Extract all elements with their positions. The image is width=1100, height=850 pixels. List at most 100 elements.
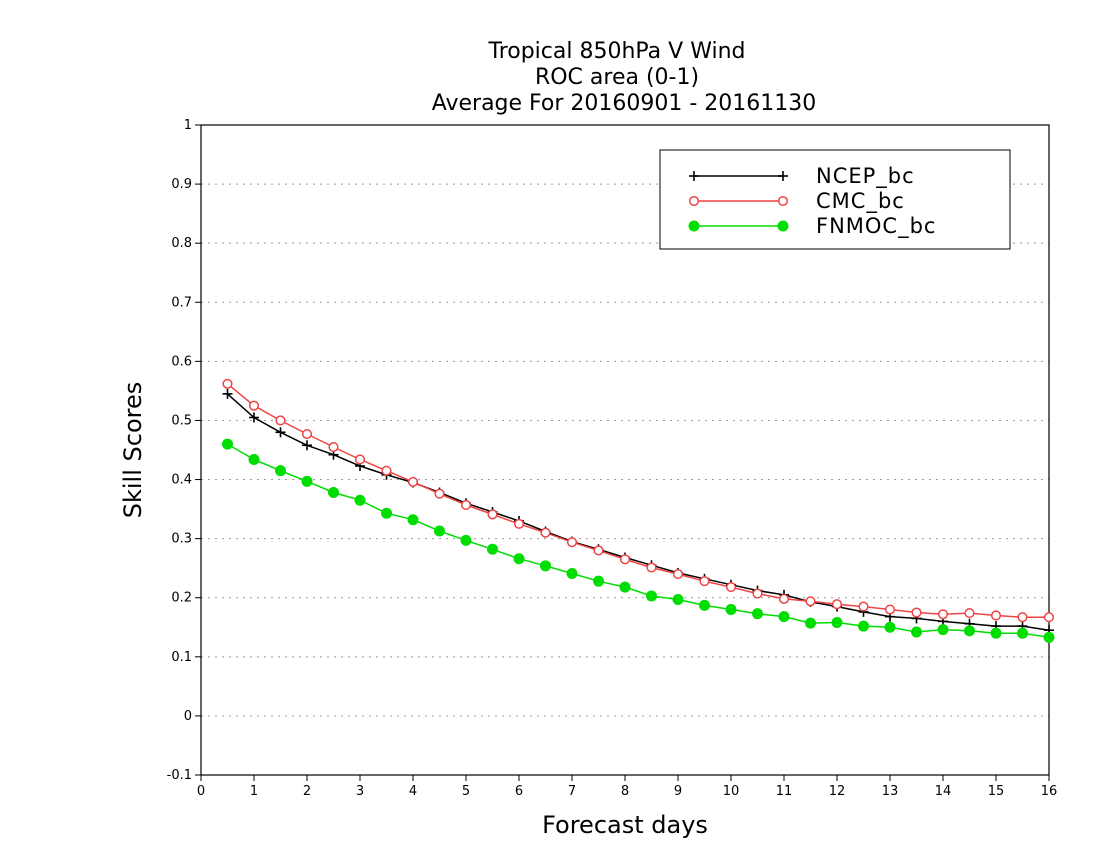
x-tick-label: 4 <box>409 784 417 799</box>
data-point-ncep-bc <box>249 412 259 423</box>
data-point-fnmoc-bc <box>778 611 790 623</box>
legend-marker <box>688 220 700 232</box>
legend-item-fnmoc-bc: FNMOC_bc <box>688 214 936 239</box>
y-tick-label: 0.8 <box>171 236 192 251</box>
data-point-fnmoc-bc <box>248 453 260 465</box>
data-point-fnmoc-bc <box>619 581 631 593</box>
data-point-cmc-bc <box>699 576 710 587</box>
data-point-fnmoc-bc <box>407 514 419 526</box>
x-tick-label: 5 <box>462 784 470 799</box>
x-tick-label: 14 <box>935 784 952 799</box>
data-point-cmc-bc <box>381 465 392 476</box>
y-tick-label: 0.1 <box>171 650 192 665</box>
data-point-cmc-bc <box>593 545 604 556</box>
data-point-ncep-bc <box>275 427 286 438</box>
x-tick-label: 1 <box>250 784 258 799</box>
y-tick-label: -0.1 <box>167 768 192 783</box>
series-line-fnmoc-bc <box>227 443 1050 639</box>
data-point-cmc-bc <box>513 518 525 529</box>
x-tick-label: 7 <box>568 784 576 799</box>
data-point-cmc-bc <box>990 610 1002 621</box>
data-point-ncep-bc <box>302 440 312 451</box>
data-point-cmc-bc <box>1017 612 1028 623</box>
data-point-fnmoc-bc <box>884 621 896 633</box>
legend-marker <box>777 195 789 207</box>
series-line-ncep-bc <box>227 393 1050 631</box>
data-point-ncep-bc <box>222 388 233 399</box>
x-tick-label: 15 <box>988 784 1005 799</box>
y-tick-label: 0.7 <box>171 295 192 310</box>
data-point-fnmoc-bc <box>831 617 843 629</box>
legend-marker <box>689 171 699 181</box>
data-point-fnmoc-bc <box>1017 627 1028 639</box>
data-point-fnmoc-bc <box>646 590 657 602</box>
series-group <box>222 378 1055 643</box>
x-tick-label: 10 <box>723 784 740 799</box>
data-point-cmc-bc <box>911 607 922 618</box>
data-point-fnmoc-bc <box>1043 631 1055 643</box>
legend-label-fnmoc-bc: FNMOC_bc <box>816 214 936 239</box>
data-point-fnmoc-bc <box>725 604 737 616</box>
legend-marker <box>777 220 789 232</box>
data-point-fnmoc-bc <box>805 617 816 629</box>
legend-box <box>659 149 1011 250</box>
legend-item-cmc-bc: CMC_bc <box>688 189 905 214</box>
data-point-fnmoc-bc <box>990 627 1002 639</box>
series-cmc-bc <box>222 378 1055 623</box>
data-point-fnmoc-bc <box>275 465 286 477</box>
data-point-fnmoc-bc <box>964 625 975 637</box>
data-point-cmc-bc <box>646 562 657 573</box>
data-point-fnmoc-bc <box>434 525 445 537</box>
gridlines <box>201 183 1049 717</box>
legend-label-ncep-bc: NCEP_bc <box>816 164 915 189</box>
series-ncep-bc <box>222 388 1054 636</box>
x-tick-label: 16 <box>1041 784 1058 799</box>
x-tick-label: 0 <box>197 784 205 799</box>
y-tick-label: 1 <box>184 118 192 133</box>
data-point-cmc-bc <box>407 476 419 487</box>
chart-title-block: Tropical 850hPa V Wind ROC area (0-1) Av… <box>432 39 817 116</box>
data-point-fnmoc-bc <box>566 568 578 579</box>
y-axis-label: Skill Scores <box>119 382 147 519</box>
legend-marker <box>688 195 700 207</box>
data-point-fnmoc-bc <box>460 534 472 546</box>
chart-title-line-1: Tropical 850hPa V Wind <box>487 39 745 64</box>
data-point-fnmoc-bc <box>328 487 339 499</box>
legend-item-ncep-bc: NCEP_bc <box>689 164 915 189</box>
data-point-cmc-bc <box>460 499 472 511</box>
data-point-cmc-bc <box>434 488 445 499</box>
data-point-fnmoc-bc <box>593 575 604 587</box>
x-axis-ticks: 0 1 2 3 4 5 6 7 8 9 10 11 12 13 14 15 16 <box>197 775 1057 799</box>
chart-title-line-2: ROC area (0-1) <box>535 65 699 90</box>
data-point-cmc-bc <box>672 569 684 580</box>
y-tick-label: 0.5 <box>171 413 192 428</box>
data-point-cmc-bc <box>831 599 843 610</box>
data-point-cmc-bc <box>275 415 286 426</box>
data-point-cmc-bc <box>328 441 339 453</box>
data-point-cmc-bc <box>937 609 949 620</box>
x-tick-label: 12 <box>829 784 846 799</box>
legend-label-cmc-bc: CMC_bc <box>816 189 905 214</box>
chart-title-line-3: Average For 20160901 - 20161130 <box>432 91 817 116</box>
data-point-fnmoc-bc <box>911 626 922 638</box>
x-tick-label: 9 <box>674 784 682 799</box>
data-point-fnmoc-bc <box>381 507 392 519</box>
data-point-cmc-bc <box>805 596 816 607</box>
data-point-cmc-bc <box>222 378 233 389</box>
data-point-fnmoc-bc <box>699 599 710 611</box>
data-point-fnmoc-bc <box>487 543 498 555</box>
y-axis-ticks: -0.1 0 0.1 0.2 0.3 0.4 0.5 0.6 0.7 0.8 0.9 1 <box>167 118 201 783</box>
data-point-cmc-bc <box>301 428 313 440</box>
data-point-fnmoc-bc <box>858 620 869 632</box>
data-point-fnmoc-bc <box>672 594 684 605</box>
data-point-cmc-bc <box>725 582 737 593</box>
legend-marker <box>778 171 788 181</box>
x-tick-label: 13 <box>882 784 899 799</box>
data-point-fnmoc-bc <box>354 494 366 506</box>
data-point-cmc-bc <box>964 608 975 619</box>
x-axis-label: Forecast days <box>542 811 708 839</box>
x-tick-label: 11 <box>776 784 793 799</box>
data-point-fnmoc-bc <box>513 553 525 565</box>
